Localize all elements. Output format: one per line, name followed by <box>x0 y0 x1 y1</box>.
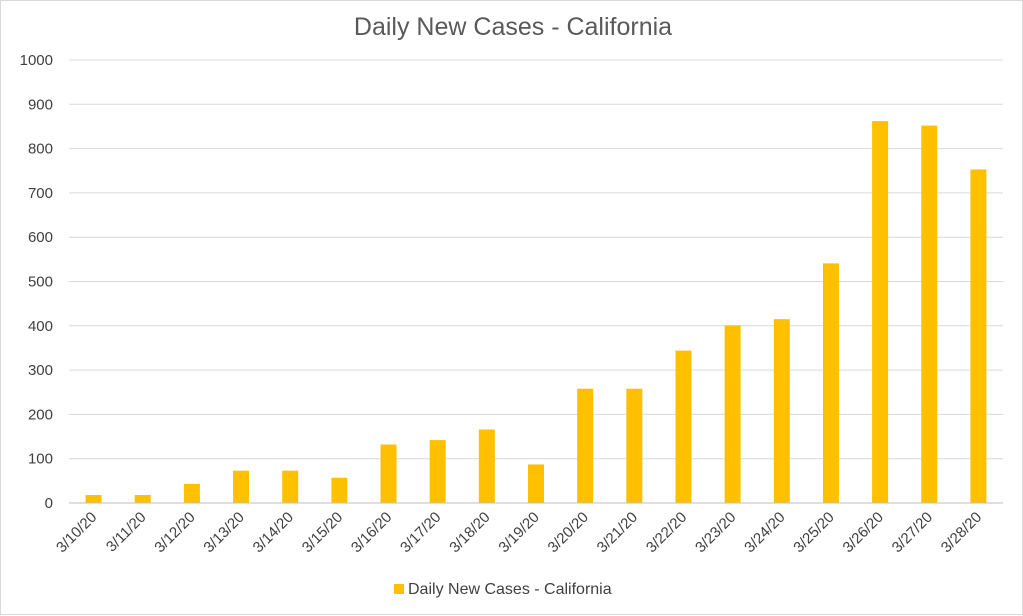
y-tick-label: 800 <box>28 141 53 158</box>
x-tick-label: 3/23/20 <box>692 509 739 556</box>
y-tick-label: 100 <box>28 451 53 468</box>
x-tick-label: 3/18/20 <box>446 509 493 556</box>
bar <box>183 483 200 503</box>
x-tick-label: 3/20/20 <box>545 509 592 556</box>
x-tick-label: 3/26/20 <box>840 509 887 556</box>
y-axis-tick-labels: 0 100 200 300 400 500 600 700 800 900 1000 <box>20 52 53 512</box>
bar <box>773 319 790 503</box>
bar <box>134 495 151 503</box>
bar <box>478 429 495 503</box>
bar-series <box>85 121 987 504</box>
bar <box>380 444 397 503</box>
bar <box>872 121 889 503</box>
x-tick-label: 3/19/20 <box>495 509 542 556</box>
y-tick-label: 600 <box>28 229 53 246</box>
bar <box>675 350 692 503</box>
x-tick-label: 3/12/20 <box>151 509 198 556</box>
bar <box>577 388 594 503</box>
bar <box>528 464 544 503</box>
x-axis-tick-labels: 3/10/20 3/11/20 3/12/20 3/13/20 3/14/20 3/15/… <box>53 509 985 556</box>
x-tick-label: 3/16/20 <box>348 509 395 556</box>
bar <box>626 388 643 503</box>
legend-label: Daily New Cases - California <box>408 581 612 598</box>
y-tick-label: 200 <box>28 406 53 423</box>
bar <box>429 440 446 503</box>
bar <box>331 477 348 503</box>
x-tick-label: 3/24/20 <box>741 509 788 556</box>
x-tick-label: 3/17/20 <box>397 509 444 556</box>
x-tick-label: 3/14/20 <box>250 509 297 556</box>
x-tick-label: 3/25/20 <box>790 509 837 556</box>
legend: Daily New Cases - California <box>394 581 612 598</box>
x-tick-label: 3/11/20 <box>103 509 150 556</box>
y-tick-label: 1000 <box>20 52 53 69</box>
x-tick-label: 3/22/20 <box>643 509 690 556</box>
y-tick-label: 300 <box>28 362 53 379</box>
x-tick-label: 3/27/20 <box>889 509 936 556</box>
y-tick-label: 0 <box>45 495 53 512</box>
legend-swatch <box>394 584 404 594</box>
x-tick-label: 3/13/20 <box>200 509 247 556</box>
bar <box>822 263 839 503</box>
x-tick-label: 3/21/20 <box>594 509 641 556</box>
bar <box>921 125 938 504</box>
y-tick-label: 900 <box>28 96 53 113</box>
y-tick-label: 400 <box>28 318 53 335</box>
chart-title: Daily New Cases - California <box>354 13 672 41</box>
x-tick-label: 3/15/20 <box>299 509 346 556</box>
x-tick-label: 3/10/20 <box>53 509 100 556</box>
y-gridlines <box>69 59 1003 460</box>
y-tick-label: 700 <box>28 185 53 202</box>
bar <box>233 470 250 503</box>
y-tick-label: 500 <box>28 274 53 291</box>
bar <box>85 495 102 503</box>
x-tick-label: 3/28/20 <box>938 509 985 556</box>
bar <box>282 470 299 503</box>
bar <box>970 169 987 503</box>
bar <box>724 325 741 503</box>
